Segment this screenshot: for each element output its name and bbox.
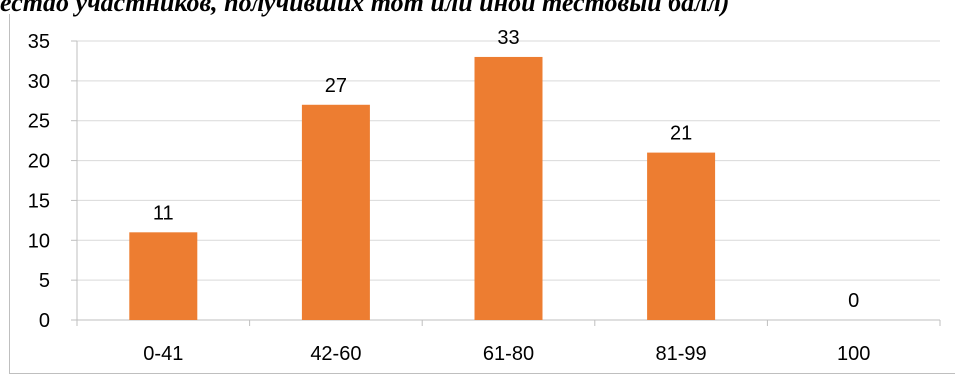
data-label: 27 — [325, 75, 347, 97]
y-tick-label: 30 — [28, 71, 50, 93]
chart-caption: естdо участников, получивших тот или ино… — [0, 0, 730, 17]
y-tick-label: 10 — [28, 230, 50, 252]
chart-frame — [9, 14, 955, 374]
data-label: 21 — [670, 123, 692, 145]
x-tick-label: 100 — [837, 343, 870, 365]
bar-42-60 — [301, 104, 370, 321]
y-tick-label: 25 — [28, 111, 50, 133]
bar-0-41 — [129, 232, 198, 320]
bar-81-99 — [647, 152, 716, 320]
y-tick-label: 15 — [28, 190, 50, 212]
data-label: 11 — [153, 202, 174, 224]
x-tick-label: 42-60 — [310, 343, 361, 365]
data-labels: 11 27 33 21 0 — [153, 27, 859, 312]
y-tick-label: 35 — [28, 31, 50, 53]
y-axis: 0 5 10 15 20 25 30 35 — [28, 31, 78, 332]
y-tick-label: 5 — [39, 270, 50, 292]
x-axis: 0-41 42-60 61-80 81-99 100 — [76, 320, 941, 365]
data-label: 0 — [848, 290, 859, 312]
gridlines — [77, 40, 940, 321]
x-tick-label: 0-41 — [143, 343, 183, 365]
y-tick-label: 0 — [39, 310, 50, 332]
bar-61-80 — [474, 56, 543, 320]
x-tick-label: 81-99 — [656, 343, 707, 365]
data-label: 33 — [497, 27, 519, 49]
x-tick-label: 61-80 — [483, 343, 534, 365]
bars — [129, 56, 716, 321]
y-tick-label: 20 — [28, 151, 50, 173]
